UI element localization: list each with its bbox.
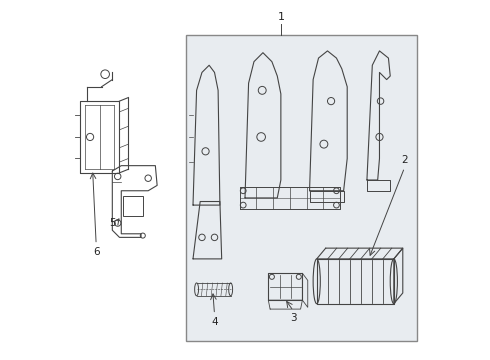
Bar xyxy=(186,35,417,341)
Text: 6: 6 xyxy=(93,247,99,257)
Text: 5: 5 xyxy=(109,218,116,228)
Text: 2: 2 xyxy=(401,155,408,165)
Text: 1: 1 xyxy=(277,12,284,22)
Text: 3: 3 xyxy=(290,313,297,323)
Text: 4: 4 xyxy=(211,317,218,327)
Bar xyxy=(123,196,143,216)
